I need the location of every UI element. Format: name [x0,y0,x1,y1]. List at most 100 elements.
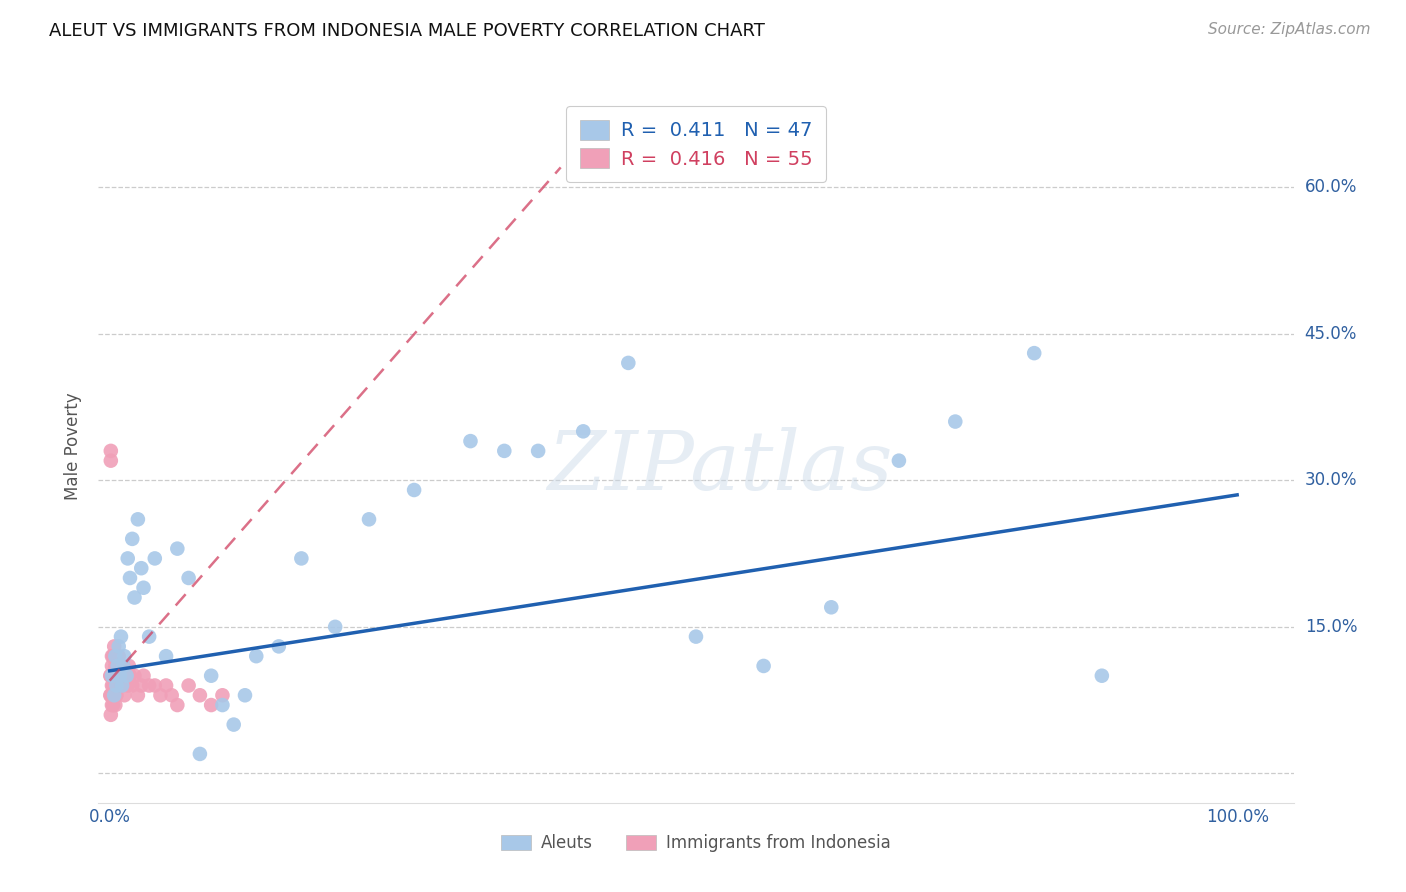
Point [105,688,128,702]
Point [117,678,139,692]
Point [101,669,124,683]
Point [404,483,426,497]
Point [118,669,141,683]
Point [752,659,775,673]
Point [245,649,267,664]
Point [101,688,124,702]
Point [132,581,155,595]
Point [200,669,222,683]
Point [685,630,707,644]
Point [103,688,125,702]
Point [527,443,550,458]
Point [101,678,124,692]
Point [617,356,640,370]
Point [108,669,131,683]
Point [290,551,312,566]
Point [101,649,124,664]
Point [127,512,149,526]
Text: 60.0%: 60.0% [1305,178,1357,196]
Point [115,669,138,683]
Point [132,669,155,683]
Text: ALEUT VS IMMIGRANTS FROM INDONESIA MALE POVERTY CORRELATION CHART: ALEUT VS IMMIGRANTS FROM INDONESIA MALE … [49,22,765,40]
Point [104,649,127,664]
Point [1091,669,1114,683]
Point [149,688,172,702]
Point [188,747,211,761]
Point [177,678,200,692]
Point [166,541,188,556]
Point [121,532,143,546]
Point [118,659,141,673]
Point [820,600,842,615]
Point [943,415,966,429]
Point [188,688,211,702]
Point [138,630,160,644]
Point [494,443,516,458]
Point [127,688,149,702]
Point [166,698,188,712]
Point [143,551,166,566]
Point [107,678,129,692]
Point [572,425,595,439]
Point [129,678,152,692]
Text: 15.0%: 15.0% [1305,618,1357,636]
Point [200,698,222,712]
Point [267,640,290,654]
Text: 45.0%: 45.0% [1305,325,1357,343]
Point [101,698,124,712]
Point [887,453,910,467]
Point [100,669,122,683]
Point [124,669,146,683]
Point [110,630,132,644]
Point [222,717,245,731]
Point [101,659,124,673]
Point [129,561,152,575]
Point [117,551,139,566]
Point [323,620,346,634]
Point [112,659,135,673]
Point [104,698,127,712]
Point [107,669,129,683]
Point [124,591,146,605]
Point [103,640,125,654]
Point [105,678,128,692]
Point [98,688,121,702]
Point [138,678,160,692]
Text: Source: ZipAtlas.com: Source: ZipAtlas.com [1208,22,1371,37]
Point [107,640,129,654]
Point [104,659,127,673]
Point [118,571,141,585]
Legend: Aleuts, Immigrants from Indonesia: Aleuts, Immigrants from Indonesia [495,828,897,859]
Point [100,453,122,467]
Point [103,688,125,702]
Point [108,659,131,673]
Point [114,669,136,683]
Point [155,649,177,664]
Point [101,649,124,664]
Point [211,688,233,702]
Point [100,443,122,458]
Point [105,649,128,664]
Point [115,669,138,683]
Point [111,678,134,692]
Point [121,678,143,692]
Point [177,571,200,585]
Point [100,707,122,722]
Point [211,698,233,712]
Point [112,649,135,664]
Point [100,688,122,702]
Point [110,669,132,683]
Text: 30.0%: 30.0% [1305,471,1357,489]
Point [104,678,127,692]
Point [105,669,128,683]
Point [143,678,166,692]
Point [108,678,131,692]
Point [112,688,135,702]
Point [357,512,380,526]
Point [155,678,177,692]
Y-axis label: Male Poverty: Male Poverty [65,392,83,500]
Point [233,688,256,702]
Point [107,659,129,673]
Text: ZIPatlas: ZIPatlas [547,427,893,508]
Point [101,698,124,712]
